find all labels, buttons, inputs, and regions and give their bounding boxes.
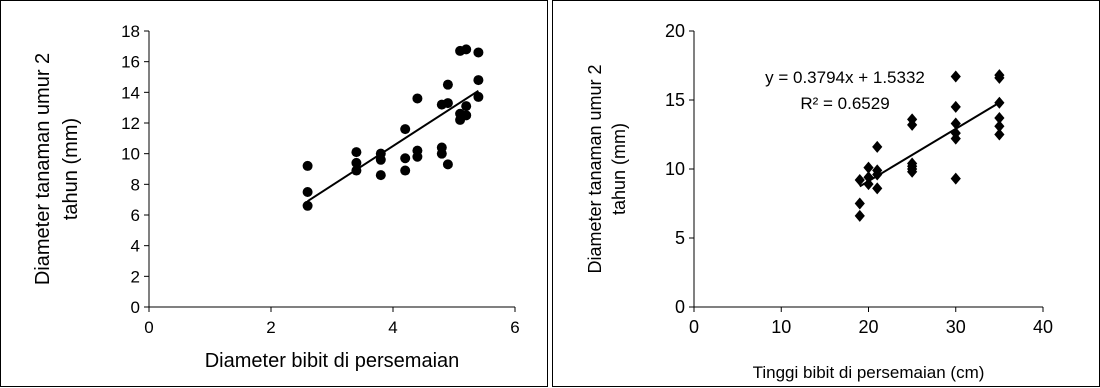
- x-axis-title: Diameter bibit di persemaian: [205, 350, 460, 372]
- regression-equation: R² = 0.6529: [800, 94, 889, 113]
- x-tick-label: 20: [858, 317, 878, 337]
- data-point: [400, 153, 411, 164]
- data-point: [950, 132, 961, 145]
- data-point: [863, 178, 874, 191]
- y-tick-label: 10: [121, 145, 140, 164]
- y-tick-label: 14: [121, 83, 140, 102]
- x-axis-title: Tinggi bibit di persemaian (cm): [753, 363, 985, 382]
- x-tick-label: 4: [388, 318, 397, 337]
- data-point: [461, 44, 472, 55]
- data-point: [461, 101, 472, 112]
- data-point: [412, 93, 423, 104]
- data-point: [442, 98, 453, 109]
- y-tick-label: 10: [665, 159, 685, 179]
- y-tick-label: 8: [131, 175, 140, 194]
- data-point: [872, 140, 883, 153]
- y-tick-label: 2: [131, 267, 140, 286]
- x-tick-label: 2: [266, 318, 275, 337]
- scatter-chart-height: 0 5 10 15 20 0 10 20 30 40 Tinggi bibit di persema…: [585, 21, 1053, 382]
- data-point: [863, 171, 874, 184]
- x-tick-label: 40: [1033, 317, 1053, 337]
- data-point: [854, 174, 865, 187]
- data-point: [872, 182, 883, 195]
- y-axis-title-line: tahun (mm): [60, 118, 82, 220]
- trendline: [859, 101, 1000, 188]
- trendline: [307, 89, 479, 203]
- data-point: [994, 120, 1005, 133]
- data-point: [436, 148, 447, 159]
- y-tick-label: 16: [121, 53, 140, 72]
- data-point: [302, 187, 313, 197]
- data-point: [907, 165, 918, 178]
- y-axis-title-line: Diameter tanaman umur 2: [32, 53, 54, 285]
- data-point: [400, 124, 411, 135]
- data-point: [442, 159, 453, 170]
- x-tick-label: 10: [771, 317, 791, 337]
- data-point: [473, 91, 484, 102]
- y-tick-label: 6: [131, 206, 140, 225]
- data-point: [302, 160, 313, 171]
- regression-equation: y = 0.3794x + 1.5332: [765, 68, 925, 87]
- y-axis-title-line: tahun (mm): [609, 123, 629, 215]
- data-point: [351, 165, 362, 176]
- data-point: [375, 154, 386, 165]
- data-point: [854, 209, 865, 222]
- data-point: [351, 147, 362, 158]
- y-tick-label: 12: [121, 114, 140, 133]
- y-tick-label: 4: [131, 237, 140, 256]
- y-axis-title-line: Diameter tanaman umur 2: [585, 64, 605, 273]
- data-point: [473, 47, 484, 58]
- data-point: [302, 200, 313, 211]
- y-tick-label: 0: [675, 297, 685, 317]
- data-point: [375, 170, 386, 181]
- data-point: [950, 172, 961, 185]
- data-point: [950, 117, 961, 130]
- scatter-chart-diameter: 0 2 4 6 8 10 12 14 16 18 0 2 4 6 Diameter bibit di per…: [32, 22, 520, 372]
- data-point: [994, 128, 1005, 141]
- x-tick-label: 30: [946, 317, 966, 337]
- y-tick-label: 18: [121, 22, 140, 41]
- y-tick-label: 20: [665, 21, 685, 41]
- data-point: [950, 70, 961, 83]
- y-tick-label: 15: [665, 90, 685, 110]
- data-point: [400, 165, 411, 176]
- data-point: [950, 100, 961, 113]
- x-tick-label: 6: [510, 318, 519, 337]
- data-point: [994, 96, 1005, 109]
- data-point: [863, 161, 874, 174]
- chart-panel-diameter: 0 2 4 6 8 10 12 14 16 18 0 2 4 6 Diameter bibit di per…: [0, 0, 548, 387]
- data-point: [994, 71, 1005, 84]
- data-point: [442, 79, 453, 90]
- data-point: [461, 110, 472, 121]
- data-point: [854, 197, 865, 210]
- data-point: [351, 157, 362, 168]
- x-tick-label: 0: [689, 317, 699, 337]
- y-tick-label: 5: [675, 228, 685, 248]
- data-point: [412, 151, 423, 162]
- y-tick-label: 0: [131, 298, 140, 317]
- chart-panel-height: 0 5 10 15 20 0 10 20 30 40 Tinggi bibit di persema…: [552, 0, 1100, 387]
- data-point: [473, 75, 484, 86]
- data-point: [872, 168, 883, 181]
- x-tick-label: 0: [144, 318, 153, 337]
- data-point: [907, 118, 918, 131]
- data-point: [994, 111, 1005, 124]
